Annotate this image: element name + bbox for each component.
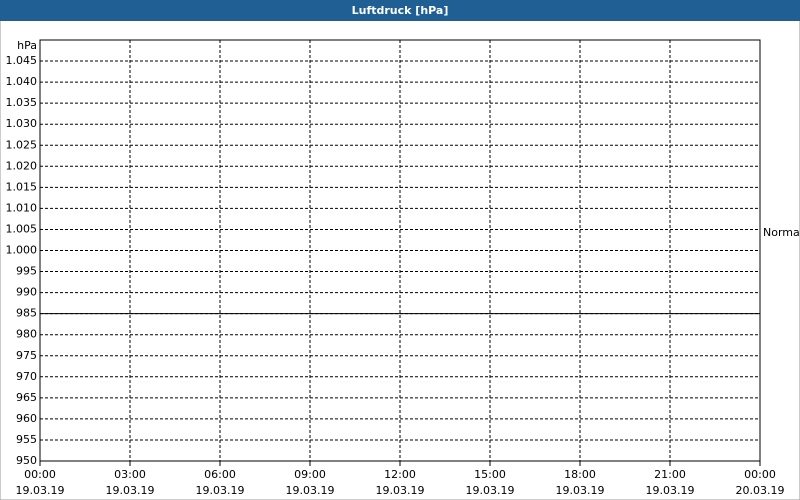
x-tick-label: 06:00 <box>204 468 236 481</box>
y-tick-label: 970 <box>16 370 37 383</box>
x-tick-date: 19.03.19 <box>106 484 155 497</box>
x-tick-label: 00:00 <box>744 468 776 481</box>
y-tick-label: 950 <box>16 454 37 467</box>
x-tick-date: 19.03.19 <box>646 484 695 497</box>
x-tick-date: 19.03.19 <box>376 484 425 497</box>
y-tick-label: 975 <box>16 349 37 362</box>
x-tick-date: 19.03.19 <box>16 484 65 497</box>
y-tick-label: 955 <box>16 433 37 446</box>
legend-entry: Normal <box>763 226 800 239</box>
chart-title: Luftdruck [hPa] <box>352 4 449 17</box>
x-tick-date: 20.03.19 <box>736 484 785 497</box>
title-bar <box>0 0 800 21</box>
x-tick-label: 03:00 <box>114 468 146 481</box>
y-tick-label: 1.030 <box>6 117 38 130</box>
y-tick-label: 1.010 <box>6 201 38 214</box>
y-tick-label: 1.005 <box>6 222 38 235</box>
y-tick-label: 995 <box>16 265 37 278</box>
y-tick-label: 1.000 <box>6 244 38 257</box>
y-tick-label: 1.040 <box>6 75 38 88</box>
x-tick-label: 09:00 <box>294 468 326 481</box>
x-tick-label: 00:00 <box>24 468 56 481</box>
x-tick-label: 18:00 <box>564 468 596 481</box>
x-tick-label: 15:00 <box>474 468 506 481</box>
y-tick-label: 1.025 <box>6 138 38 151</box>
x-tick-date: 19.03.19 <box>196 484 245 497</box>
y-tick-label: 1.035 <box>6 96 38 109</box>
x-tick-date: 19.03.19 <box>466 484 515 497</box>
y-tick-label: 965 <box>16 391 37 404</box>
x-tick-label: 21:00 <box>654 468 686 481</box>
y-axis-label: hPa <box>17 39 37 52</box>
plot-border <box>39 39 761 462</box>
x-tick-date: 19.03.19 <box>286 484 335 497</box>
x-tick-label: 12:00 <box>384 468 416 481</box>
y-tick-label: 980 <box>16 328 37 341</box>
y-tick-label: 1.020 <box>6 159 38 172</box>
y-tick-label: 990 <box>16 286 37 299</box>
y-tick-label: 1.015 <box>6 180 38 193</box>
y-tick-label: 985 <box>16 307 37 320</box>
y-tick-label: 1.045 <box>6 54 38 67</box>
y-tick-label: 960 <box>16 412 37 425</box>
x-tick-date: 19.03.19 <box>556 484 605 497</box>
